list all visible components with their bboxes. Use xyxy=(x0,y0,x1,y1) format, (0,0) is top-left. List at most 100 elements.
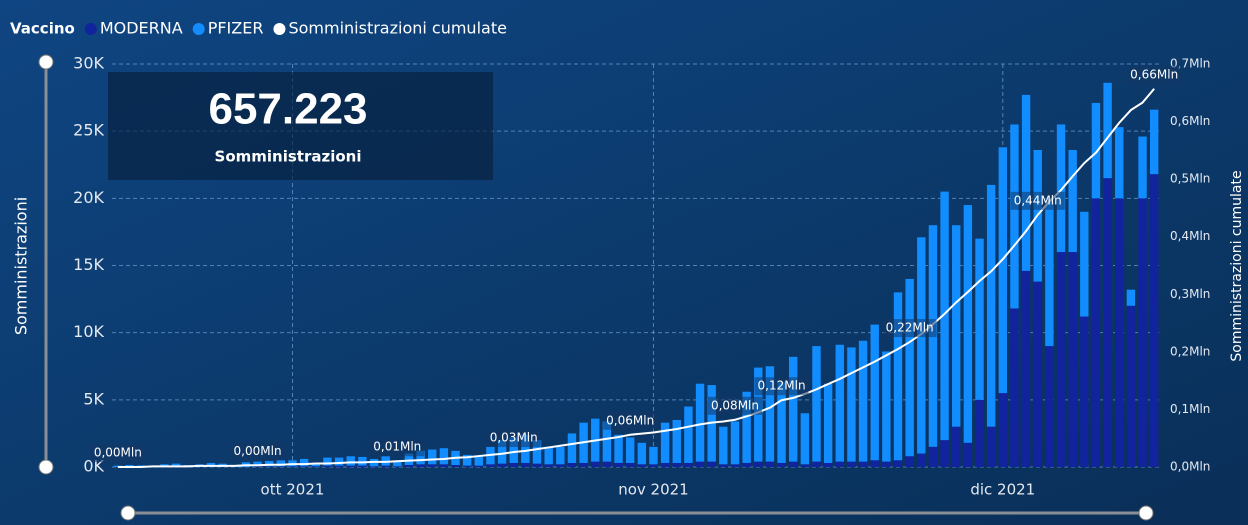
line xyxy=(117,88,1155,468)
bar xyxy=(870,460,879,467)
bar xyxy=(952,426,961,467)
bar xyxy=(299,466,309,467)
bar xyxy=(975,238,984,400)
bar xyxy=(684,462,693,467)
bar xyxy=(905,456,914,467)
legend-label: PFIZER xyxy=(208,19,264,38)
bar xyxy=(789,356,798,462)
bar xyxy=(567,462,577,467)
x-tick-label: ott 2021 xyxy=(261,481,325,499)
bar xyxy=(462,465,472,467)
bar xyxy=(428,449,437,465)
data-label: 0,08Mln xyxy=(711,398,759,412)
bar xyxy=(1021,270,1031,467)
bar xyxy=(521,462,530,467)
bar xyxy=(346,456,355,466)
bar xyxy=(835,461,844,467)
data-label-bg xyxy=(370,438,425,457)
bar xyxy=(940,440,949,467)
bar xyxy=(870,324,879,461)
bar xyxy=(125,464,134,467)
bar xyxy=(1091,102,1101,199)
bar xyxy=(882,461,891,467)
data-label-bg xyxy=(230,442,285,461)
bar xyxy=(952,225,961,427)
bar xyxy=(346,465,355,467)
bar xyxy=(1115,127,1124,199)
bar xyxy=(893,460,903,467)
bar xyxy=(486,464,495,467)
bar xyxy=(1010,308,1019,467)
bar xyxy=(276,460,286,467)
bar xyxy=(893,292,903,461)
bar xyxy=(614,462,623,467)
data-label-bg xyxy=(754,377,809,396)
bar xyxy=(497,440,507,464)
bar xyxy=(1068,149,1077,253)
data-label: 0,00Mln xyxy=(234,444,282,458)
bar xyxy=(800,464,810,467)
legend-title: Vaccino xyxy=(10,20,75,38)
bar xyxy=(579,462,588,467)
bar xyxy=(497,463,507,467)
bar xyxy=(311,462,320,467)
v-slider-handle[interactable] xyxy=(38,459,54,475)
data-label: 0,01Mln xyxy=(373,440,421,454)
bar xyxy=(591,461,600,467)
bar xyxy=(1115,198,1124,468)
bar xyxy=(986,184,996,427)
bar xyxy=(754,461,763,467)
bar xyxy=(393,466,402,467)
bar xyxy=(462,454,472,466)
bar xyxy=(323,465,332,467)
bar xyxy=(369,466,379,467)
bar xyxy=(649,464,658,467)
data-label-bg xyxy=(486,429,541,448)
bar xyxy=(637,464,647,467)
bar xyxy=(265,466,274,467)
bar xyxy=(521,434,530,463)
bar xyxy=(800,413,810,465)
v-slider-handle[interactable] xyxy=(38,54,54,70)
bar xyxy=(847,461,856,467)
bar xyxy=(975,399,984,467)
card-value: 657.223 xyxy=(208,85,367,134)
bar xyxy=(789,461,798,467)
y2-tick-label: 0,4Mln xyxy=(1170,229,1210,243)
bar xyxy=(695,383,705,462)
bar xyxy=(1149,109,1159,175)
y-tick-label: 10K xyxy=(73,322,104,341)
bar xyxy=(672,462,681,467)
bar xyxy=(730,464,740,467)
bar xyxy=(963,205,973,443)
data-label: 0,44Mln xyxy=(1014,193,1062,207)
bar xyxy=(1103,178,1112,467)
bar xyxy=(1138,136,1147,199)
bar xyxy=(905,278,914,457)
bar xyxy=(276,466,286,467)
bar xyxy=(742,462,751,467)
bar xyxy=(777,462,786,467)
bar xyxy=(707,461,716,467)
data-label-bg xyxy=(1127,65,1182,84)
bar xyxy=(660,462,670,467)
bar xyxy=(544,446,553,465)
h-slider-handle[interactable] xyxy=(1138,505,1154,521)
h-slider-handle[interactable] xyxy=(120,505,136,521)
bar xyxy=(334,457,344,466)
data-label-bg xyxy=(707,396,762,415)
y2-axis-title: Somministrazioni cumulate xyxy=(1229,170,1245,361)
data-label: 0,66Mln xyxy=(1130,67,1178,81)
bar xyxy=(1126,305,1136,467)
bar xyxy=(439,448,449,465)
x-tick-label: nov 2021 xyxy=(618,481,689,499)
y-tick-label: 15K xyxy=(73,255,104,274)
data-label-bg xyxy=(1010,191,1065,210)
bar xyxy=(672,419,681,463)
bar xyxy=(649,446,658,465)
data-label-bg xyxy=(603,411,658,430)
bar xyxy=(660,422,670,463)
bar xyxy=(637,442,647,465)
bar xyxy=(1056,124,1066,253)
